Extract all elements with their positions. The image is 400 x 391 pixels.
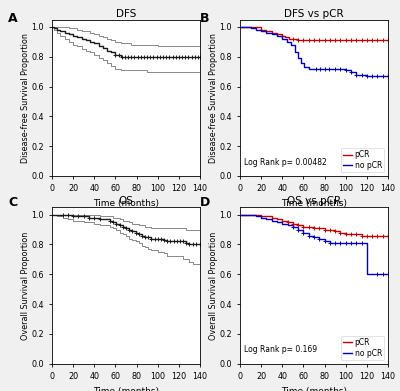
Text: Log Rank p= 0.00482: Log Rank p= 0.00482 (244, 158, 327, 167)
Y-axis label: Disease-free Survival Proportion: Disease-free Survival Proportion (209, 33, 218, 163)
Text: B: B (200, 12, 210, 25)
Title: DFS: DFS (116, 9, 136, 19)
X-axis label: Time (months): Time (months) (93, 199, 159, 208)
X-axis label: Time (months): Time (months) (281, 387, 347, 391)
Y-axis label: Overall Survival Proportion: Overall Survival Proportion (209, 231, 218, 339)
Y-axis label: Overall Survival Proportion: Overall Survival Proportion (21, 231, 30, 339)
X-axis label: Time (months): Time (months) (281, 199, 347, 208)
Text: A: A (8, 12, 18, 25)
X-axis label: Time (months): Time (months) (93, 387, 159, 391)
Title: OS: OS (118, 196, 134, 206)
Title: DFS vs pCR: DFS vs pCR (284, 9, 344, 19)
Legend: pCR, no pCR: pCR, no pCR (341, 148, 384, 172)
Text: C: C (8, 196, 17, 208)
Text: D: D (200, 196, 210, 208)
Title: OS vs pCR: OS vs pCR (287, 196, 341, 206)
Y-axis label: Disease-free Survival Proportion: Disease-free Survival Proportion (21, 33, 30, 163)
Legend: pCR, no pCR: pCR, no pCR (341, 336, 384, 360)
Text: Log Rank p= 0.169: Log Rank p= 0.169 (244, 345, 318, 354)
